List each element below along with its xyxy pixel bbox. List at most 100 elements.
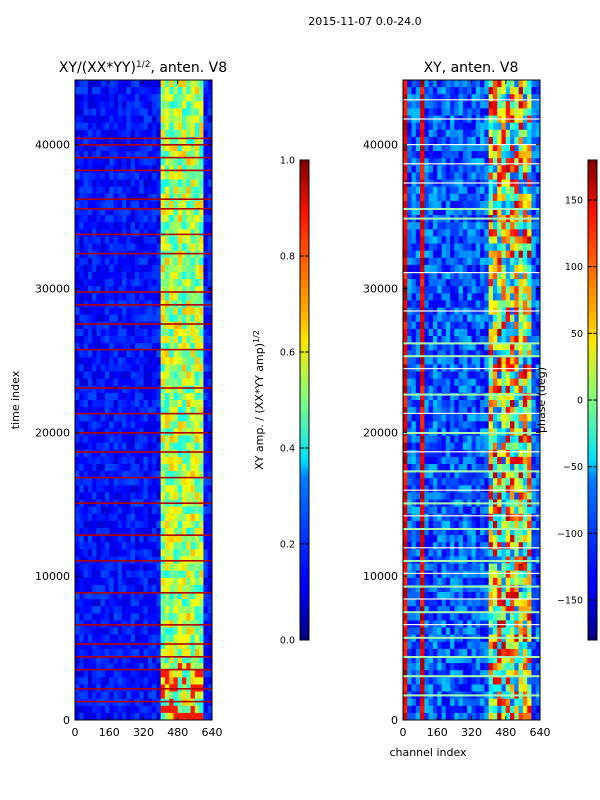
heatmap-cell (79, 229, 84, 237)
heatmap-cell (134, 670, 140, 678)
heatmap-cell (87, 200, 93, 209)
heatmap-cell (190, 705, 196, 714)
heatmap-cell (207, 542, 213, 550)
heatmap-cell (484, 442, 490, 451)
heatmap-cell (169, 570, 174, 579)
heatmap-cell (96, 307, 102, 316)
heatmap-cell (87, 592, 93, 600)
heatmap-cell (182, 250, 187, 259)
heatmap-cell (407, 414, 412, 422)
heatmap-cell (484, 200, 490, 209)
heatmap-cell (182, 357, 187, 365)
heatmap-cell (441, 343, 447, 351)
heatmap-cell (432, 456, 438, 465)
heatmap-cell (437, 421, 442, 429)
heatmap-cell (143, 656, 149, 664)
heatmap-cell (450, 144, 455, 152)
heatmap-cell (96, 584, 102, 593)
heatmap-cell (126, 101, 132, 109)
heatmap-cell (104, 250, 110, 259)
heatmap-cell (428, 314, 434, 323)
heatmap-cell (471, 328, 477, 337)
heatmap-cell (467, 286, 472, 294)
heatmap-cell (518, 492, 524, 500)
heatmap-cell (518, 158, 524, 166)
heatmap-cell (173, 513, 179, 522)
heatmap-cell (497, 371, 502, 380)
heatmap-cell (501, 471, 507, 479)
heatmap-cell (467, 371, 472, 380)
heatmap-cell (531, 286, 537, 294)
heatmap-cell (458, 272, 464, 280)
heatmap-cell (83, 314, 89, 323)
heatmap-cell (415, 236, 421, 244)
heatmap-cell (177, 592, 183, 600)
heatmap-cell (492, 94, 498, 102)
heatmap-cell (75, 520, 80, 529)
heatmap-cell (75, 172, 80, 180)
heatmap-cell (514, 172, 519, 180)
heatmap-cell (531, 94, 537, 102)
heatmap-cell (480, 94, 485, 102)
heatmap-cell (505, 464, 511, 472)
heatmap-cell (147, 663, 153, 671)
heatmap-cell (505, 250, 511, 259)
heatmap-cell (492, 186, 498, 195)
heatmap-cell (79, 293, 84, 301)
heatmap-cell (203, 222, 209, 230)
heatmap-cell (152, 364, 157, 372)
heatmap-cell (156, 158, 162, 166)
heatmap-cell (454, 392, 460, 401)
heatmap-cell (177, 179, 183, 188)
heatmap-cell (122, 193, 127, 202)
heatmap-cell (147, 442, 153, 451)
heatmap-cell (535, 492, 541, 500)
heatmap-cell (75, 272, 80, 280)
heatmap-cell (83, 215, 89, 223)
heatmap-cell (514, 314, 519, 323)
heatmap-cell (186, 400, 191, 408)
heatmap-cell (420, 456, 425, 465)
heatmap-cell (139, 87, 144, 95)
heatmap-cell (488, 357, 494, 365)
heatmap-cell (467, 350, 472, 358)
heatmap-cell (130, 656, 136, 664)
heatmap-cell (134, 94, 140, 102)
heatmap-cell (411, 449, 417, 458)
heatmap-cell (177, 378, 183, 387)
heatmap-cell (156, 208, 162, 216)
heatmap-cell (117, 378, 123, 387)
heatmap-cell (428, 435, 434, 444)
heatmap-cell (194, 670, 200, 678)
heatmap-cell (164, 186, 170, 195)
heatmap-cell (83, 570, 89, 579)
heatmap-cell (92, 442, 97, 451)
heatmap-cell (143, 485, 149, 493)
heatmap-cell (445, 357, 451, 365)
heatmap-cell (134, 115, 140, 124)
heatmap-cell (122, 563, 127, 572)
heatmap-cell (100, 528, 106, 536)
heatmap-cell (492, 456, 498, 465)
heatmap-cell (109, 200, 114, 209)
heatmap-cell (109, 599, 114, 607)
heatmap-cell (164, 236, 170, 244)
heatmap-cell (454, 293, 460, 301)
heatmap-cell (182, 200, 187, 209)
heatmap-cell (462, 343, 468, 351)
heatmap-cell (505, 442, 511, 451)
heatmap-cell (75, 136, 80, 145)
heatmap-cell (122, 584, 127, 593)
heatmap-cell (471, 456, 477, 465)
heatmap-cell (475, 250, 481, 259)
heatmap-cell (152, 243, 157, 252)
heatmap-cell (126, 670, 132, 678)
heatmap-cell (177, 392, 183, 401)
heatmap-cell (160, 179, 166, 188)
heatmap-cell (83, 471, 89, 479)
heatmap-cell (203, 606, 209, 614)
heatmap-cell (186, 115, 191, 124)
heatmap-cell (488, 492, 494, 500)
heatmap-cell (75, 250, 80, 259)
heatmap-cell (143, 136, 149, 145)
